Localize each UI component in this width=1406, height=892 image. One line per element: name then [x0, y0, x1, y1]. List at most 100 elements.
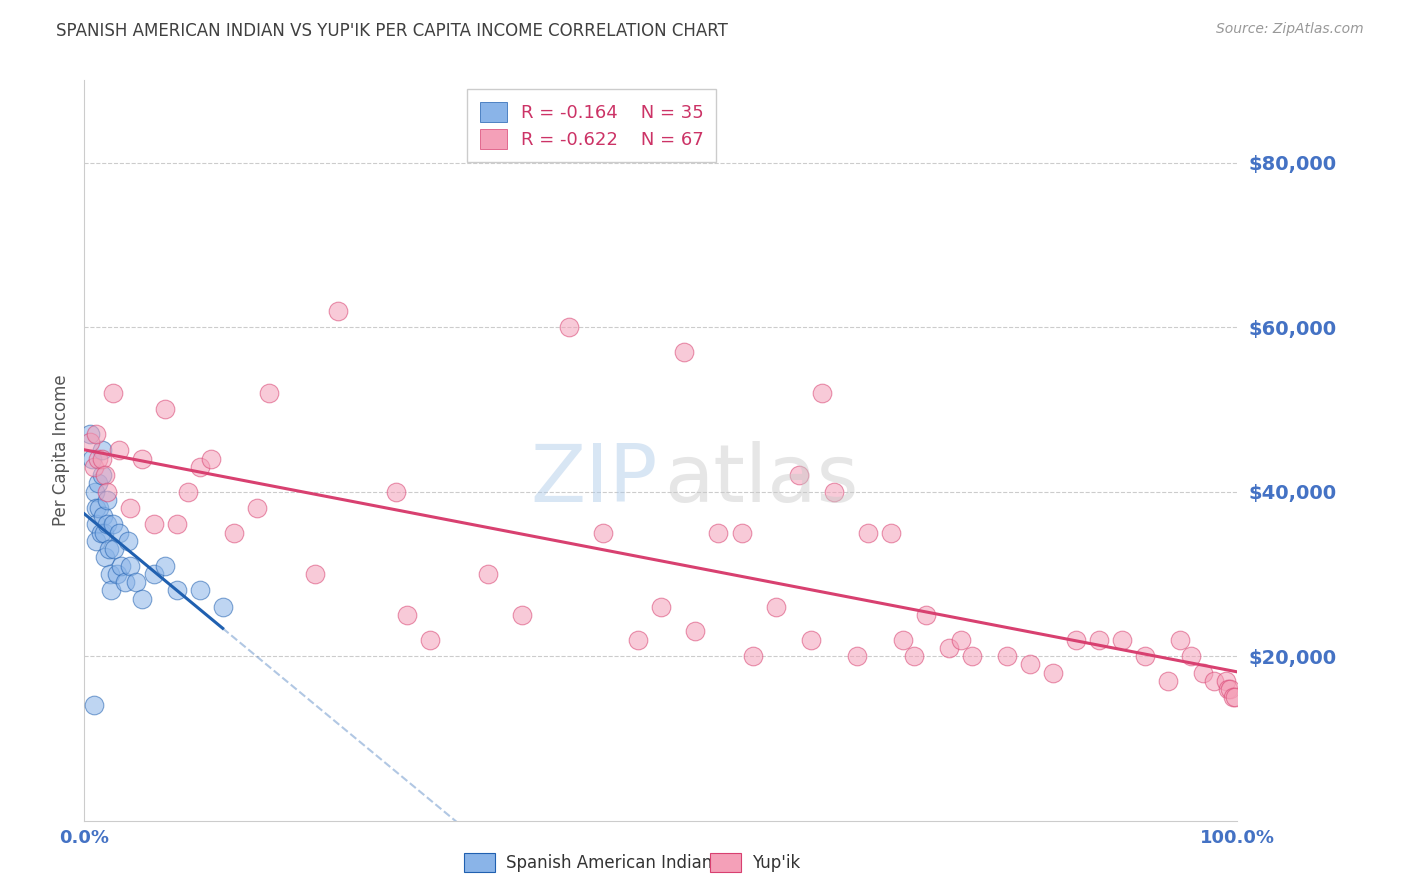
Point — [84, 427, 107, 442]
Point — [96, 492, 118, 507]
Point — [903, 649, 925, 664]
Point — [246, 501, 269, 516]
Point — [960, 649, 983, 664]
Point — [114, 575, 136, 590]
Point — [84, 517, 107, 532]
Point — [94, 468, 117, 483]
Point — [87, 451, 110, 466]
Legend: R = -0.164    N = 35, R = -0.622    N = 67: R = -0.164 N = 35, R = -0.622 N = 67 — [467, 89, 717, 161]
Point — [188, 583, 211, 598]
Point — [672, 344, 695, 359]
Point — [108, 525, 131, 540]
Point — [304, 566, 326, 581]
Point — [1215, 673, 1237, 688]
Point — [224, 525, 246, 540]
Point — [1216, 681, 1239, 696]
Y-axis label: Per Capita Income: Per Capita Income — [52, 375, 70, 526]
Point — [177, 484, 200, 499]
Point — [891, 632, 914, 647]
Point — [1222, 690, 1244, 705]
Point — [166, 517, 188, 532]
Point — [627, 632, 650, 647]
Point — [90, 468, 112, 483]
Point — [98, 566, 121, 581]
Point — [90, 451, 112, 466]
Point — [79, 435, 101, 450]
Point — [1088, 632, 1111, 647]
Point — [90, 443, 112, 458]
Point — [100, 583, 122, 598]
Point — [1157, 673, 1180, 688]
Point — [211, 599, 233, 614]
Point — [84, 501, 107, 516]
Point — [89, 525, 111, 540]
Point — [103, 385, 124, 400]
Point — [1064, 632, 1087, 647]
Point — [110, 558, 132, 573]
Point — [103, 517, 124, 532]
Text: Spanish American Indians: Spanish American Indians — [506, 854, 721, 871]
Point — [1191, 665, 1213, 680]
Text: atlas: atlas — [664, 441, 859, 519]
Point — [83, 459, 105, 474]
Point — [326, 303, 349, 318]
Point — [96, 517, 118, 532]
Point — [384, 484, 406, 499]
Point — [125, 575, 148, 590]
Point — [93, 525, 115, 540]
Point — [83, 698, 105, 713]
Point — [1223, 690, 1246, 705]
Point — [880, 525, 903, 540]
Point — [97, 542, 120, 557]
Point — [108, 443, 131, 458]
Point — [142, 566, 165, 581]
Text: SPANISH AMERICAN INDIAN VS YUP'IK PER CAPITA INCOME CORRELATION CHART: SPANISH AMERICAN INDIAN VS YUP'IK PER CA… — [56, 22, 728, 40]
Point — [512, 607, 534, 622]
Point — [188, 459, 211, 474]
Point — [79, 427, 101, 442]
Point — [765, 599, 787, 614]
Point — [949, 632, 972, 647]
Point — [995, 649, 1018, 664]
Point — [1042, 665, 1064, 680]
Point — [787, 468, 810, 483]
Point — [96, 484, 118, 499]
Point — [131, 591, 153, 606]
Point — [915, 607, 938, 622]
Point — [120, 501, 142, 516]
Point — [592, 525, 614, 540]
Point — [419, 632, 441, 647]
Point — [153, 402, 176, 417]
Point — [91, 509, 114, 524]
Point — [84, 533, 107, 548]
Point — [257, 385, 280, 400]
Point — [117, 533, 139, 548]
Text: ZIP: ZIP — [530, 441, 658, 519]
Point — [1018, 657, 1040, 672]
Text: Yup'ik: Yup'ik — [752, 854, 800, 871]
Point — [105, 566, 128, 581]
Point — [89, 501, 111, 516]
Point — [823, 484, 845, 499]
Point — [200, 451, 222, 466]
Point — [800, 632, 823, 647]
Point — [131, 451, 153, 466]
Point — [557, 320, 579, 334]
Point — [166, 583, 188, 598]
Point — [858, 525, 880, 540]
Point — [1168, 632, 1191, 647]
Point — [477, 566, 499, 581]
Point — [396, 607, 419, 622]
Point — [87, 476, 110, 491]
Point — [685, 624, 707, 639]
Point — [845, 649, 868, 664]
Point — [1204, 673, 1226, 688]
Point — [82, 451, 104, 466]
Point — [1111, 632, 1133, 647]
Text: Source: ZipAtlas.com: Source: ZipAtlas.com — [1216, 22, 1364, 37]
Point — [1180, 649, 1202, 664]
Point — [938, 640, 960, 655]
Point — [707, 525, 730, 540]
Point — [153, 558, 176, 573]
Point — [742, 649, 765, 664]
